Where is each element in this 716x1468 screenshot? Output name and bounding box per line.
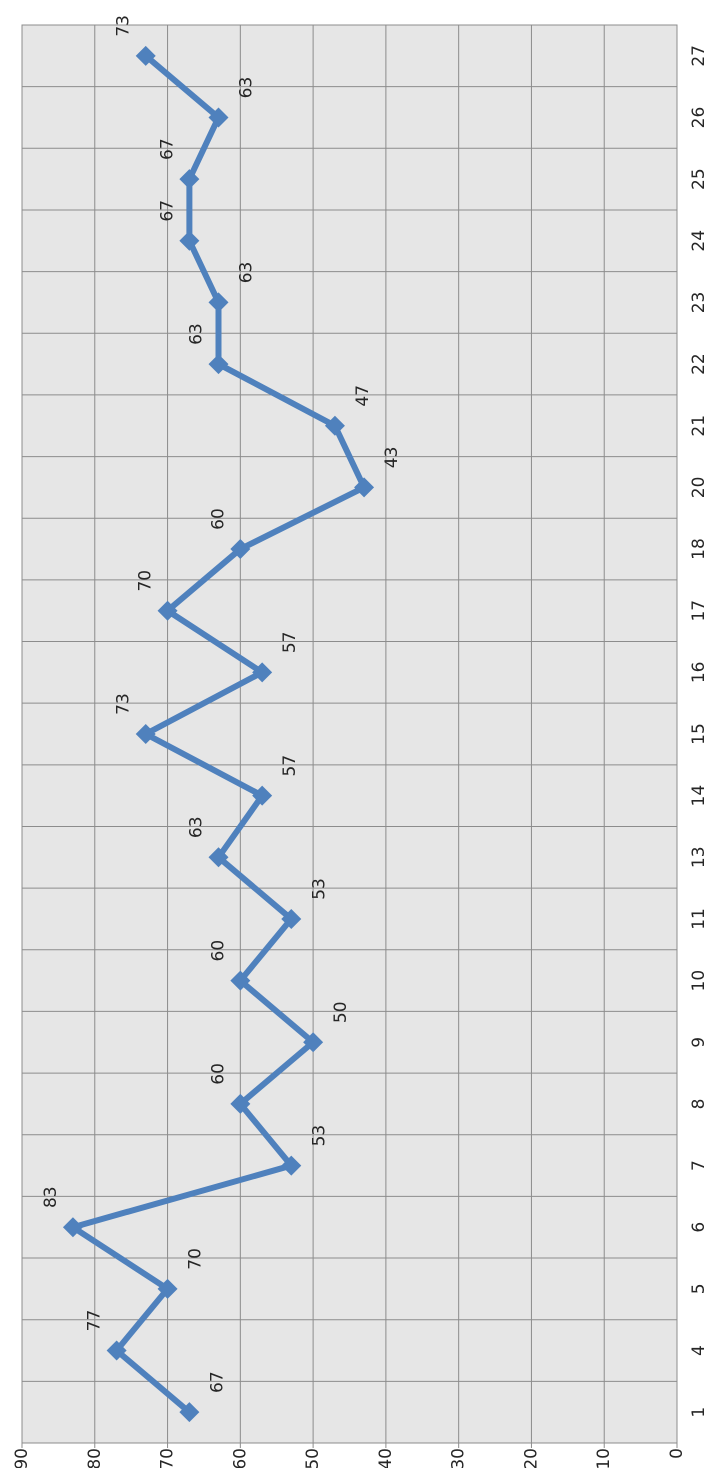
data-label: 60 — [208, 508, 228, 530]
point-marker — [208, 292, 229, 313]
y-tick-label: 50 — [303, 1448, 323, 1468]
data-label: 57 — [280, 755, 300, 777]
x-tick-label: 10 — [689, 970, 709, 992]
x-tick-label: 26 — [689, 107, 709, 129]
point-marker — [252, 785, 273, 806]
point-marker — [179, 169, 200, 190]
x-tick-label: 1 — [689, 1407, 709, 1418]
x-tick-label: 22 — [689, 353, 709, 375]
point-marker — [157, 1278, 178, 1299]
point-marker — [106, 1340, 127, 1361]
data-label: 63 — [187, 323, 207, 345]
point-marker — [179, 230, 200, 251]
data-label: 73 — [114, 15, 134, 37]
y-tick-label: 60 — [230, 1448, 250, 1468]
data-label: 70 — [136, 570, 156, 592]
point-marker — [208, 354, 229, 375]
x-tick-label: 23 — [689, 292, 709, 314]
point-marker — [208, 847, 229, 868]
x-tick-label: 17 — [689, 600, 709, 622]
data-label: 63 — [237, 77, 257, 99]
point-marker — [230, 1093, 251, 1114]
data-label: 67 — [157, 138, 177, 160]
x-tick-label: 5 — [689, 1283, 709, 1294]
x-tick-label: 25 — [689, 168, 709, 190]
data-label: 60 — [208, 940, 228, 962]
y-tick-label: 80 — [85, 1448, 105, 1468]
point-marker — [230, 539, 251, 560]
x-tick-label: 15 — [689, 723, 709, 745]
point-marker — [62, 1217, 83, 1238]
x-tick-label: 9 — [689, 1037, 709, 1048]
y-tick-label: 10 — [594, 1448, 614, 1468]
point-marker — [157, 600, 178, 621]
y-tick-label: 30 — [449, 1448, 469, 1468]
data-label: 53 — [309, 878, 329, 900]
data-label: 60 — [208, 1063, 228, 1085]
data-label: 77 — [85, 1310, 105, 1332]
point-marker — [324, 415, 345, 436]
rotated-chart: 0102030405060708090145678910111314151617… — [12, 15, 709, 1468]
point-marker — [179, 1402, 200, 1423]
y-tick-label: 70 — [158, 1448, 178, 1468]
x-tick-label: 14 — [689, 785, 709, 807]
y-tick-label: 0 — [667, 1448, 687, 1459]
data-label: 43 — [382, 447, 402, 469]
y-tick-label: 20 — [521, 1448, 541, 1468]
y-tick-label: 40 — [376, 1448, 396, 1468]
point-marker — [135, 45, 156, 66]
x-tick-label: 16 — [689, 662, 709, 684]
data-label: 70 — [186, 1248, 206, 1270]
data-label: 67 — [157, 200, 177, 222]
point-marker — [281, 908, 302, 929]
point-marker — [354, 477, 375, 498]
point-marker — [208, 107, 229, 128]
x-tick-label: 27 — [689, 45, 709, 67]
point-marker — [252, 662, 273, 683]
data-label: 63 — [187, 816, 207, 838]
point-marker — [230, 970, 251, 991]
data-label: 47 — [353, 385, 373, 407]
data-label: 67 — [207, 1371, 227, 1393]
plot-area — [21, 24, 678, 1444]
data-label: 73 — [114, 693, 134, 715]
x-tick-label: 18 — [689, 538, 709, 560]
data-label: 57 — [280, 632, 300, 654]
y-tick-label: 90 — [12, 1448, 32, 1468]
x-tick-label: 6 — [689, 1222, 709, 1233]
x-tick-label: 24 — [689, 230, 709, 252]
x-tick-label: 20 — [689, 477, 709, 499]
point-marker — [303, 1032, 324, 1053]
data-label: 53 — [309, 1125, 329, 1147]
x-tick-label: 11 — [689, 908, 709, 930]
x-tick-label: 21 — [689, 415, 709, 437]
x-tick-label: 8 — [689, 1098, 709, 1109]
x-tick-label: 13 — [689, 846, 709, 868]
point-marker — [135, 724, 156, 744]
x-tick-label: 7 — [689, 1160, 709, 1171]
data-label: 63 — [237, 262, 257, 284]
x-tick-label: 4 — [689, 1345, 709, 1356]
data-label: 50 — [331, 1001, 351, 1023]
data-label: 83 — [41, 1186, 61, 1208]
